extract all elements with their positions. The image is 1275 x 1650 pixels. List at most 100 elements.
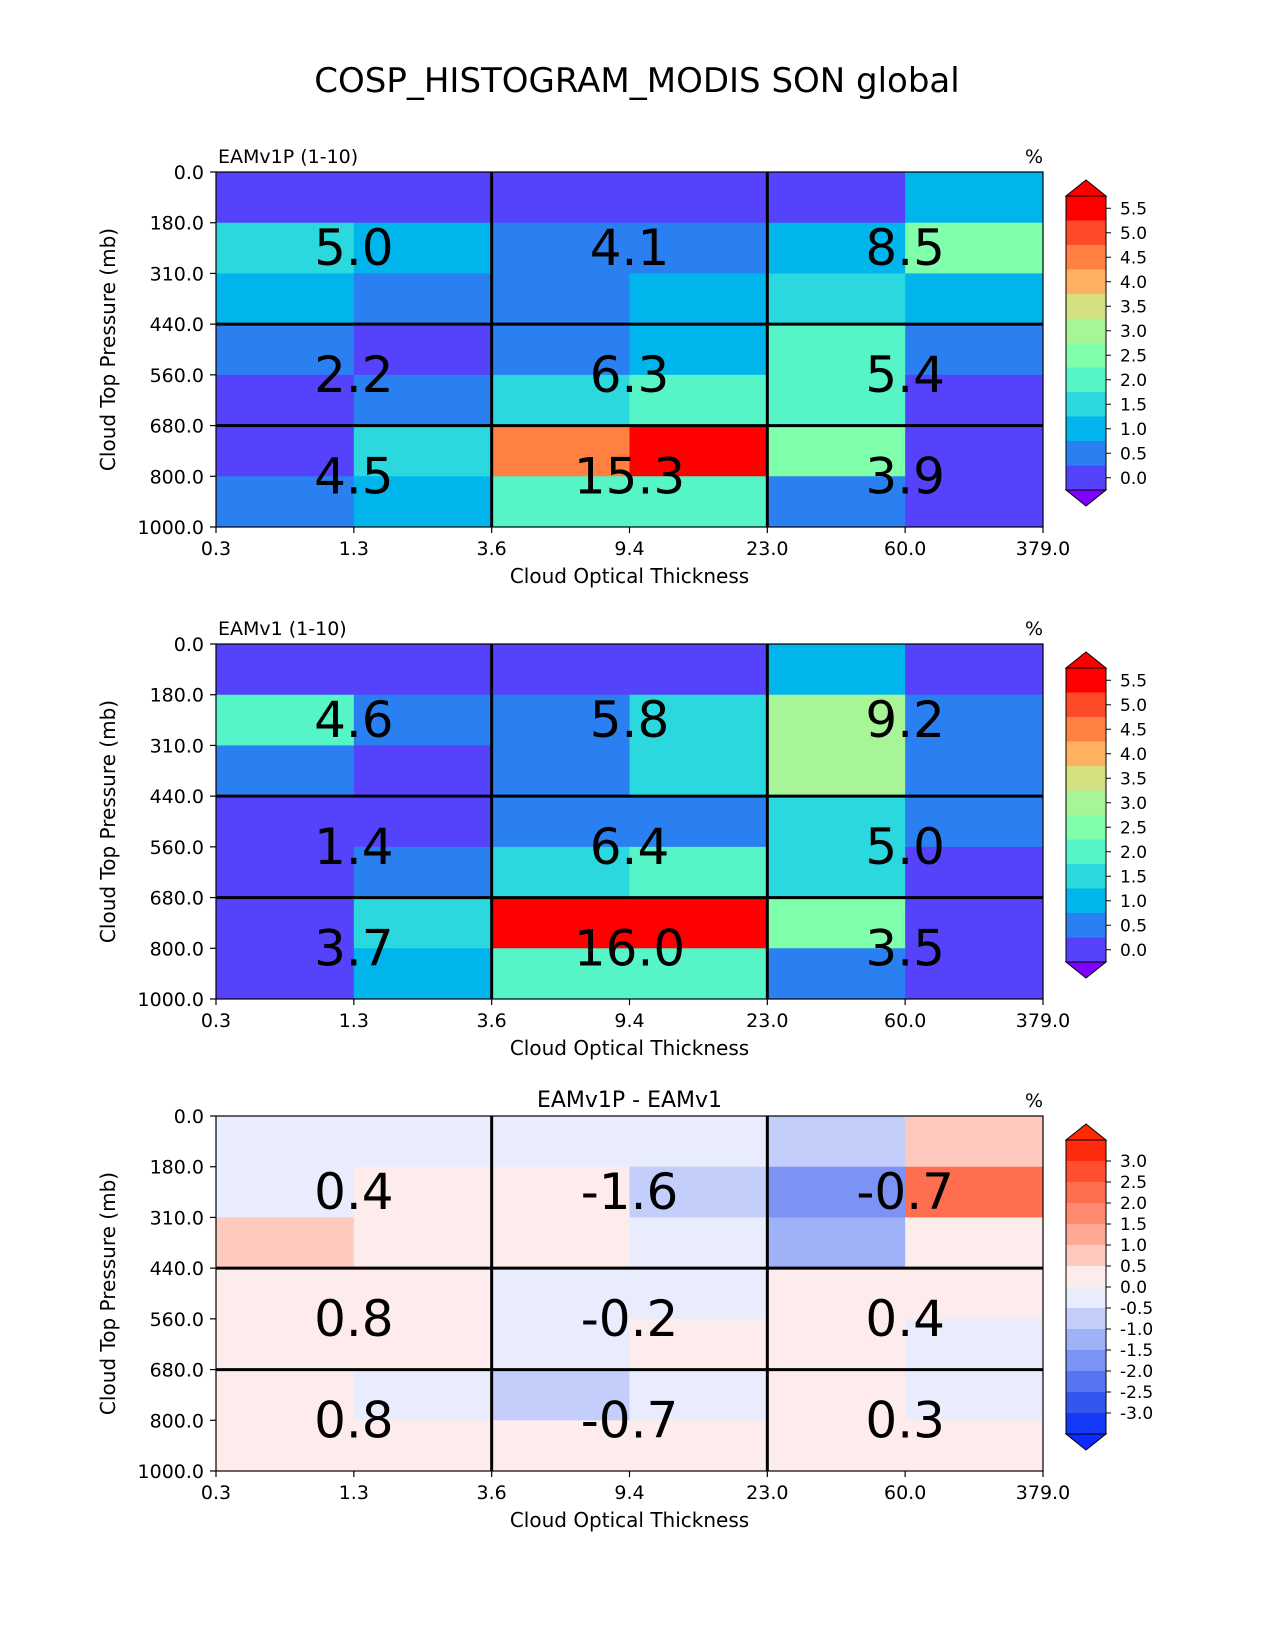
x-tick-label: 9.4 <box>614 1482 644 1504</box>
colorbar-tick-label: -3.0 <box>1120 1404 1153 1424</box>
heatmap-cell <box>629 1369 768 1421</box>
heatmap-cell <box>491 796 630 848</box>
colorbar-tick-label: 4.0 <box>1120 745 1147 765</box>
colorbar-tick-label: 5.0 <box>1120 696 1147 716</box>
panel-title-left: EAMv1P (1-10) <box>218 146 358 168</box>
colorbar-segment <box>1066 1224 1106 1246</box>
heatmap-cell <box>905 172 1044 224</box>
colorbar-segment <box>1066 220 1106 246</box>
heatmap-cell <box>629 374 768 427</box>
heatmap-cell <box>216 948 355 1000</box>
colorbar-tick-label: 4.0 <box>1120 273 1147 293</box>
colorbar-segment <box>1066 196 1106 221</box>
colorbar-segment <box>1066 367 1106 393</box>
block-value-label: 3.9 <box>865 447 945 505</box>
colorbar-tick-label: 1.0 <box>1120 892 1147 912</box>
heatmap-cell <box>629 897 768 949</box>
heatmap-cell <box>767 644 906 696</box>
colorbar-segment <box>1066 1287 1106 1309</box>
heatmap-cell <box>353 1318 493 1371</box>
heatmap-cell <box>353 1369 493 1421</box>
colorbar-tick-label: 0.5 <box>1120 1257 1147 1277</box>
heatmap-cell <box>216 374 355 427</box>
heatmap-cell <box>216 1420 355 1472</box>
heatmap-cell <box>905 1369 1044 1421</box>
colorbar-segment <box>1066 815 1106 840</box>
block-value-label: 9.2 <box>865 691 945 749</box>
block-value-label: 5.8 <box>590 691 670 749</box>
x-tick-label: 9.4 <box>614 1010 644 1032</box>
colorbar-segment <box>1066 888 1106 914</box>
heatmap-cell <box>353 425 493 477</box>
colorbar-segment <box>1066 441 1106 466</box>
block-value-label: 4.6 <box>314 691 394 749</box>
colorbar-segment <box>1066 1371 1106 1393</box>
heatmap-cell <box>905 948 1044 1000</box>
colorbar-tick-label: 5.0 <box>1120 224 1147 244</box>
heatmap-cell <box>216 1369 355 1421</box>
colorbar-tick-label: -2.5 <box>1120 1383 1153 1403</box>
heatmap-cell <box>353 324 493 376</box>
y-tick-label: 0.0 <box>174 162 204 184</box>
colorbar-tick-label: 1.0 <box>1120 1236 1147 1256</box>
colorbar: 5.5 5.0 4.5 4.0 3.5 3.0 2.5 2.0 1.5 1.0 0.5 0.0 <box>1064 651 1147 979</box>
x-tick-label: 379.0 <box>1016 1482 1070 1504</box>
y-tick-label: 0.0 <box>174 634 204 656</box>
heatmap-cell <box>905 644 1044 696</box>
block-value-label: 5.0 <box>314 219 394 277</box>
colorbar-segment <box>1066 1140 1106 1162</box>
y-tick-label: 440.0 <box>150 1258 204 1280</box>
block-value-label: 6.3 <box>590 346 670 404</box>
heatmap-cell <box>767 745 906 797</box>
colorbar-frame <box>1065 195 1107 491</box>
colorbar-segment <box>1066 839 1106 865</box>
heatmap-cell <box>353 1268 493 1320</box>
heatmap-cell <box>216 172 355 224</box>
y-axis-label: Cloud Top Pressure (mb) <box>96 1172 120 1415</box>
heatmap-cell <box>767 1217 906 1269</box>
x-tick-label: 0.3 <box>201 1482 231 1504</box>
heatmap-cell <box>353 796 493 848</box>
block-value-label: 5.0 <box>865 818 945 876</box>
heatmap-cell <box>491 897 630 949</box>
y-tick-label: 440.0 <box>150 314 204 336</box>
heatmap-cell <box>767 172 906 224</box>
y-tick-label: 0.0 <box>174 1106 204 1128</box>
colorbar-segment <box>1066 294 1106 319</box>
colorbar-segment <box>1066 1266 1106 1288</box>
block-value-label: 4.1 <box>590 219 670 277</box>
heatmap-cell <box>905 273 1044 325</box>
heatmap-cell <box>491 1420 630 1472</box>
colorbar-tick-label: 3.0 <box>1120 794 1147 814</box>
heatmap-cell <box>216 222 355 274</box>
colorbar-segment <box>1066 392 1106 417</box>
x-tick-label: 3.6 <box>477 1482 507 1504</box>
y-tick-label: 1000.0 <box>138 1461 204 1483</box>
heatmap-cell <box>629 1217 768 1269</box>
heatmap-cell <box>491 948 630 1000</box>
y-tick-label: 310.0 <box>150 263 204 285</box>
heatmap-cell <box>491 222 630 274</box>
y-tick-label: 1000.0 <box>138 989 204 1011</box>
heatmap-cell <box>491 846 630 899</box>
colorbar-segment <box>1066 864 1106 889</box>
heatmap-cell <box>629 425 768 477</box>
colorbar-tick-label: 3.0 <box>1120 1152 1147 1172</box>
colorbar-segment <box>1066 1308 1106 1330</box>
heatmap-cell <box>353 1116 493 1168</box>
heatmap-cell <box>629 948 768 1000</box>
heatmap-cell <box>767 1268 906 1320</box>
colorbar-tick-label: 2.5 <box>1120 818 1147 838</box>
panel-units-label: % <box>1025 1090 1043 1112</box>
x-tick-label: 9.4 <box>614 538 644 560</box>
heatmap-cell <box>767 273 906 325</box>
heatmap-cell <box>353 273 493 325</box>
colorbar-segment <box>1066 465 1106 491</box>
x-axis-label: Cloud Optical Thickness <box>510 1508 749 1532</box>
colorbar-segment <box>1066 1413 1106 1435</box>
x-axis-label: Cloud Optical Thickness <box>510 564 749 588</box>
heatmap-cell <box>491 172 630 224</box>
colorbar-segment <box>1066 1329 1106 1351</box>
colorbar-frame <box>1065 667 1107 963</box>
heatmap-cell <box>629 846 768 899</box>
